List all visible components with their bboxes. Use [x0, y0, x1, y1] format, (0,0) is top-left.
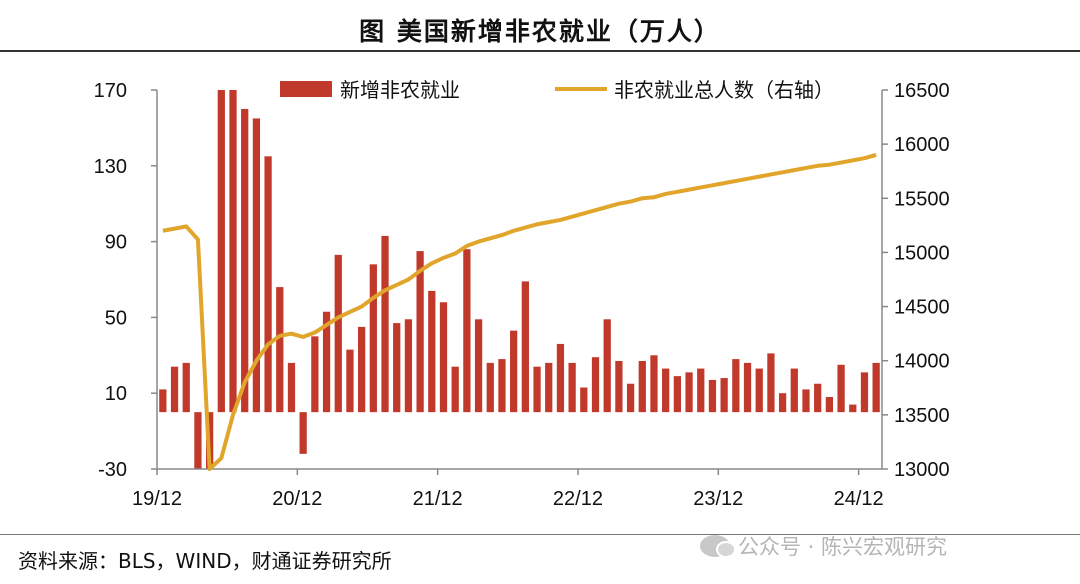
bar	[767, 353, 775, 413]
bar	[626, 383, 635, 413]
right-axis-ticks: 16500 16000 15500 15000 14500 14000 13500 13000	[882, 80, 950, 481]
bar	[825, 396, 833, 413]
bar	[615, 360, 623, 413]
bar	[404, 319, 413, 413]
bar	[510, 330, 518, 413]
right-tick-label: 15000	[894, 242, 950, 264]
legend: 新增非农就业 非农就业总人数（右轴）	[280, 78, 834, 102]
bar	[346, 349, 354, 413]
bar	[451, 366, 459, 413]
right-tick-label: 15500	[894, 188, 950, 210]
bar	[229, 90, 237, 413]
bar	[545, 362, 553, 413]
left-tick-label: 170	[94, 80, 127, 102]
x-tick-label: 20/12	[272, 488, 322, 510]
total-employment-line	[162, 153, 877, 471]
bar	[662, 368, 670, 413]
bar	[439, 302, 448, 413]
right-tick-label: 14000	[894, 351, 950, 373]
bar	[194, 412, 202, 469]
bar	[533, 366, 541, 413]
bar	[369, 264, 377, 413]
bar	[322, 311, 331, 413]
left-tick-label: 130	[94, 156, 127, 178]
x-tick-label: 24/12	[834, 488, 884, 510]
bar	[252, 118, 261, 413]
left-tick-label: 50	[105, 307, 127, 329]
bar	[697, 368, 705, 413]
bar	[170, 366, 179, 413]
bar	[217, 90, 225, 413]
bar	[334, 254, 342, 413]
legend-line-label: 非农就业总人数（右轴）	[614, 78, 834, 102]
x-axis-ticks: 19/12 20/12 21/12 22/12 23/12 24/12	[132, 469, 884, 510]
bar	[463, 249, 471, 413]
bar	[591, 357, 600, 413]
chart-title: 图 美国新增非农就业（万人）	[359, 17, 721, 46]
bar	[872, 362, 880, 413]
bar	[708, 379, 717, 413]
title-divider	[0, 50, 1080, 52]
wechat-icon	[700, 535, 736, 558]
bar	[428, 290, 436, 413]
legend-bar-label: 新增非农就业	[340, 78, 460, 102]
bar	[276, 287, 284, 413]
source-note: 资料来源：BLS，WIND，财通证券研究所	[18, 549, 392, 573]
left-tick-label: 90	[105, 232, 127, 254]
axes	[156, 90, 883, 470]
right-tick-label: 13500	[894, 405, 950, 427]
bar	[486, 362, 494, 413]
bar	[673, 376, 681, 413]
bar	[568, 362, 576, 413]
bar	[650, 355, 658, 413]
bar	[755, 368, 763, 413]
left-tick-label: 10	[105, 383, 127, 405]
x-tick-label: 22/12	[553, 488, 603, 510]
bar	[638, 360, 646, 413]
bar	[556, 343, 565, 413]
bar	[802, 389, 810, 413]
bar	[299, 412, 307, 454]
bar	[778, 393, 787, 413]
bar	[311, 336, 319, 413]
left-tick-label: -30	[98, 459, 127, 481]
bar	[732, 359, 740, 413]
bar	[814, 383, 822, 413]
x-tick-label: 23/12	[693, 488, 743, 510]
footer-divider	[0, 534, 1080, 535]
right-tick-label: 14500	[894, 297, 950, 319]
bar	[381, 235, 389, 413]
bar	[159, 389, 167, 413]
bar	[790, 368, 798, 413]
right-tick-label: 16500	[894, 80, 950, 102]
bar	[393, 323, 401, 413]
bar-series	[159, 90, 880, 469]
bar	[498, 359, 506, 413]
bar	[416, 251, 424, 413]
bar	[743, 362, 752, 413]
watermark: 公众号 · 陈兴宏观研究	[700, 531, 947, 561]
bar	[241, 108, 249, 413]
bar	[849, 404, 857, 413]
chart: 170 130 90 50 10 -30 16500 16000 15500 15000 1450…	[94, 78, 950, 510]
bar	[264, 156, 272, 413]
bar	[720, 378, 728, 413]
bar	[685, 372, 693, 413]
x-tick-label: 21/12	[413, 488, 463, 510]
bar	[287, 362, 296, 413]
bar	[603, 319, 611, 413]
left-axis-ticks: 170 130 90 50 10 -30	[94, 80, 157, 481]
right-tick-label: 13000	[894, 459, 950, 481]
watermark-text: 公众号 · 陈兴宏观研究	[738, 535, 948, 559]
bar	[358, 326, 366, 413]
bar	[182, 362, 190, 413]
bar	[474, 319, 483, 413]
bar	[837, 364, 845, 413]
x-tick-label: 19/12	[132, 488, 182, 510]
bar	[521, 281, 529, 413]
right-tick-label: 16000	[894, 134, 950, 156]
legend-bar-swatch	[280, 81, 332, 97]
bar	[580, 387, 588, 413]
bar	[860, 372, 869, 413]
